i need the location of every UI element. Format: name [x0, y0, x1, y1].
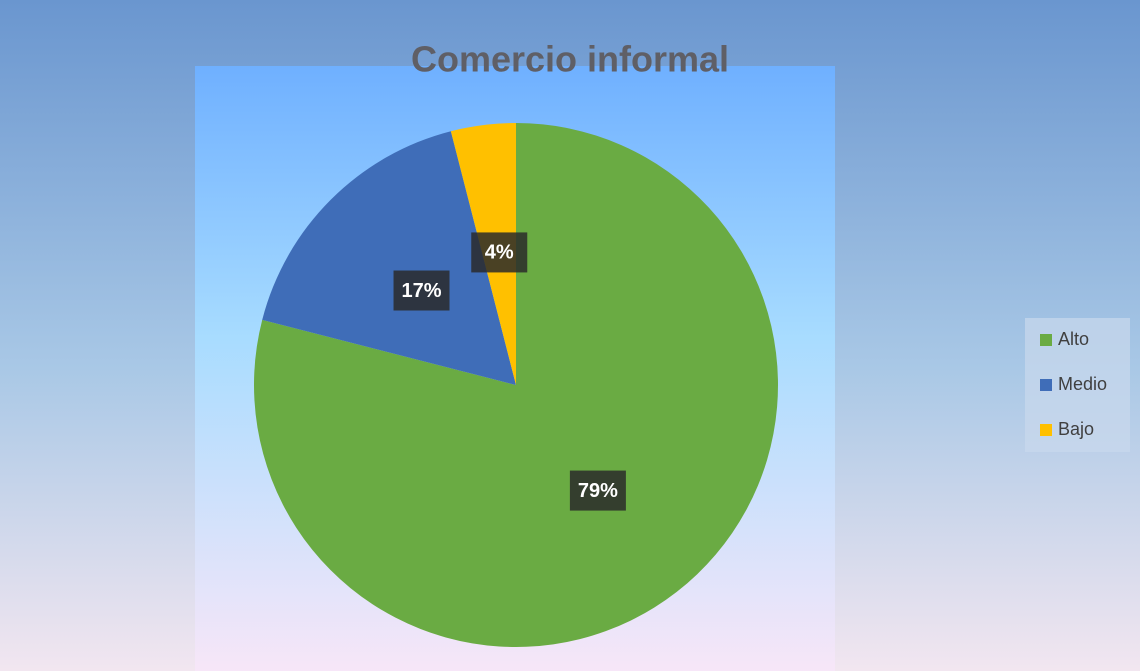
legend-label: Medio: [1058, 374, 1107, 394]
data-label-box: [393, 270, 450, 311]
legend-swatch: [1040, 379, 1052, 391]
data-label: 17%: [402, 280, 442, 302]
chart-title: Comercio informal: [411, 39, 729, 80]
data-label: 79%: [578, 480, 618, 502]
legend-swatch: [1040, 424, 1052, 436]
legend-swatch: [1040, 334, 1052, 346]
data-label-box: [569, 470, 626, 511]
legend-label: Bajo: [1058, 419, 1094, 439]
legend-label: Alto: [1058, 329, 1089, 349]
data-label-box: [471, 232, 528, 273]
data-label: 4%: [485, 242, 514, 264]
pie-slice: [262, 131, 516, 385]
